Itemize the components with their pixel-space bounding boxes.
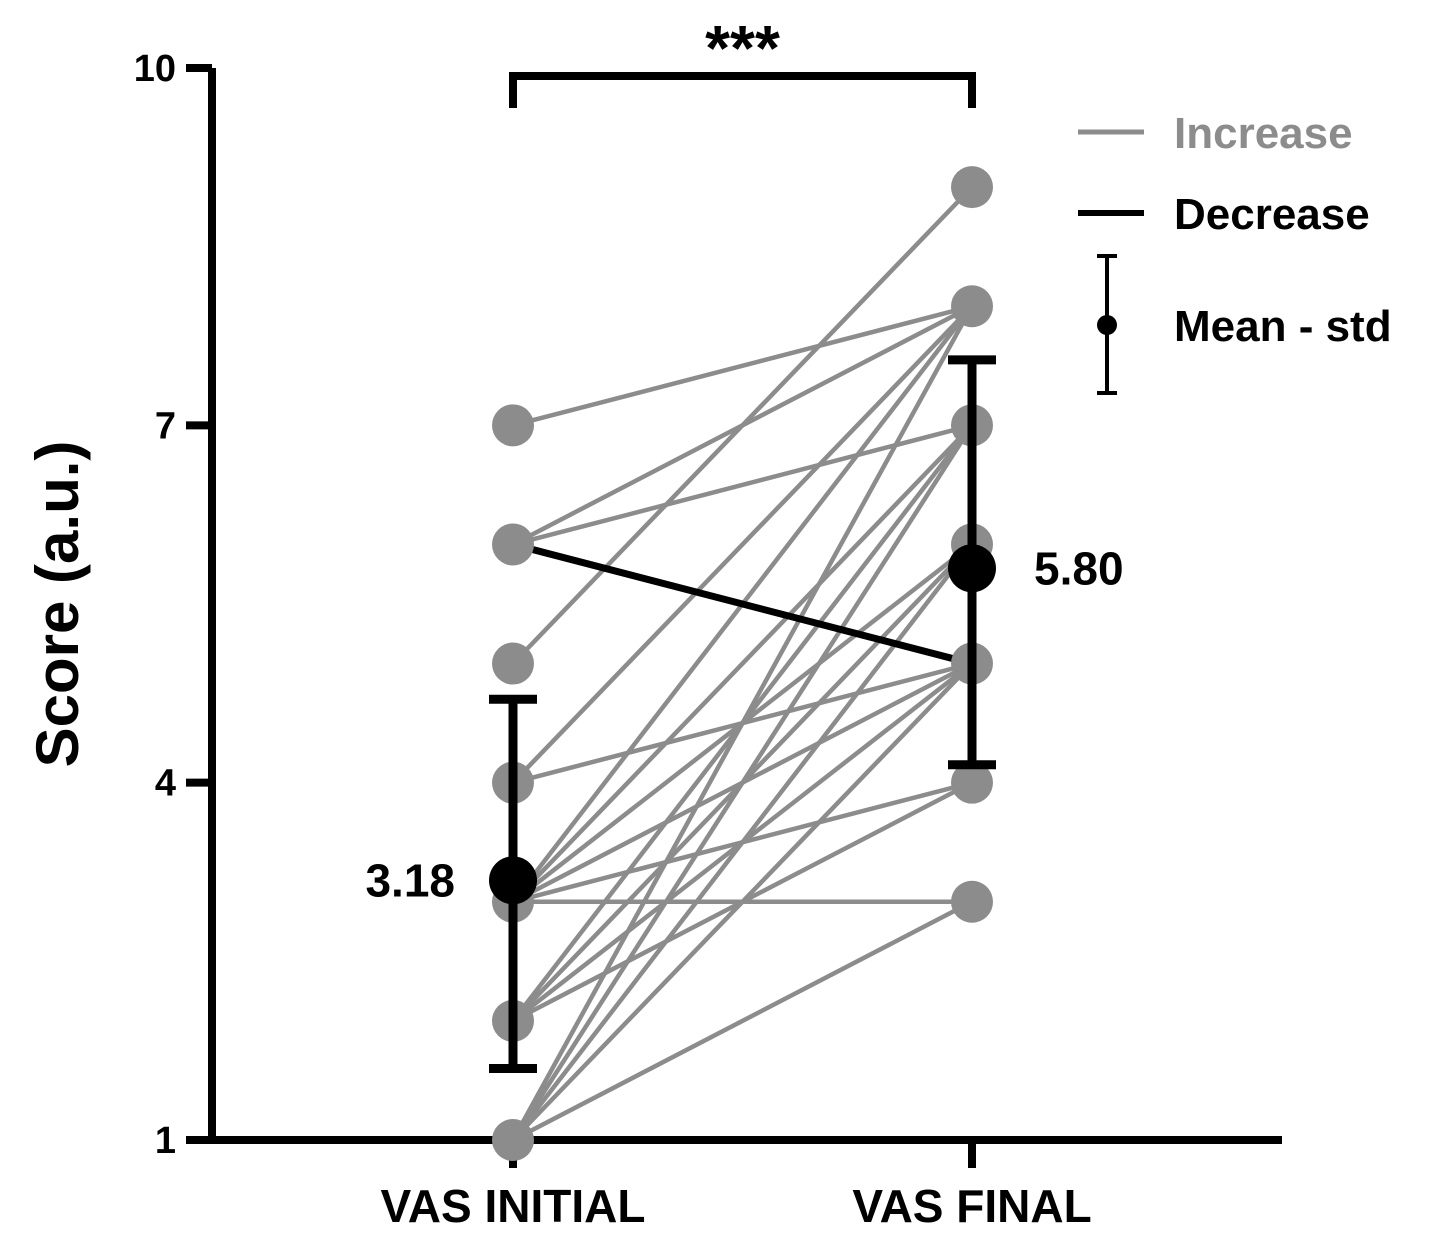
increase-line <box>510 423 975 547</box>
significance-bracket: *** <box>509 12 976 108</box>
increase-line <box>510 899 975 1143</box>
increase-line <box>510 303 975 785</box>
initial-data-point <box>492 523 534 566</box>
y-axis-label: Score (a.u.) <box>24 441 91 768</box>
mean-label: 3.18 <box>365 854 455 906</box>
increase-line <box>510 423 975 905</box>
increase-line <box>510 661 975 1143</box>
y-tick-label: 4 <box>155 763 176 805</box>
x-tick-label: VAS FINAL <box>852 1180 1091 1232</box>
final-data-point <box>951 285 993 328</box>
y-tick-label: 10 <box>134 48 176 90</box>
y-tick-label: 7 <box>155 405 176 447</box>
legend-label: Increase <box>1174 109 1353 158</box>
initial-data-point <box>492 404 534 447</box>
mean-std-markers: 3.18 5.80 <box>365 355 1124 1074</box>
y-tick-label: 1 <box>155 1120 176 1162</box>
initial-data-point <box>492 1119 534 1161</box>
legend: Increase Decrease Mean - std <box>1078 109 1392 395</box>
legend-mean-dot <box>1097 315 1117 335</box>
significance-label: *** <box>705 12 780 84</box>
axes: 1 4 7 10 VAS INITIAL VAS FINAL Score (a.u.) <box>24 48 1282 1232</box>
legend-label: Mean - std <box>1174 302 1392 351</box>
increase-line <box>510 184 975 666</box>
mean-label: 5.80 <box>1034 542 1124 594</box>
pair-lines <box>509 184 976 1143</box>
legend-label: Decrease <box>1174 190 1370 239</box>
final-data-point <box>951 761 993 804</box>
final-data-point <box>951 880 993 923</box>
bracket <box>509 72 976 108</box>
increase-line <box>510 542 975 1143</box>
increase-line <box>510 423 975 1143</box>
x-tick-label: VAS INITIAL <box>381 1180 646 1232</box>
increase-line <box>510 303 975 428</box>
increase-line <box>510 303 975 1143</box>
initial-data-point <box>492 642 534 685</box>
decrease-line <box>509 540 976 668</box>
final-data-point <box>951 166 993 209</box>
mean-marker <box>948 544 996 593</box>
mean-marker <box>489 856 537 905</box>
